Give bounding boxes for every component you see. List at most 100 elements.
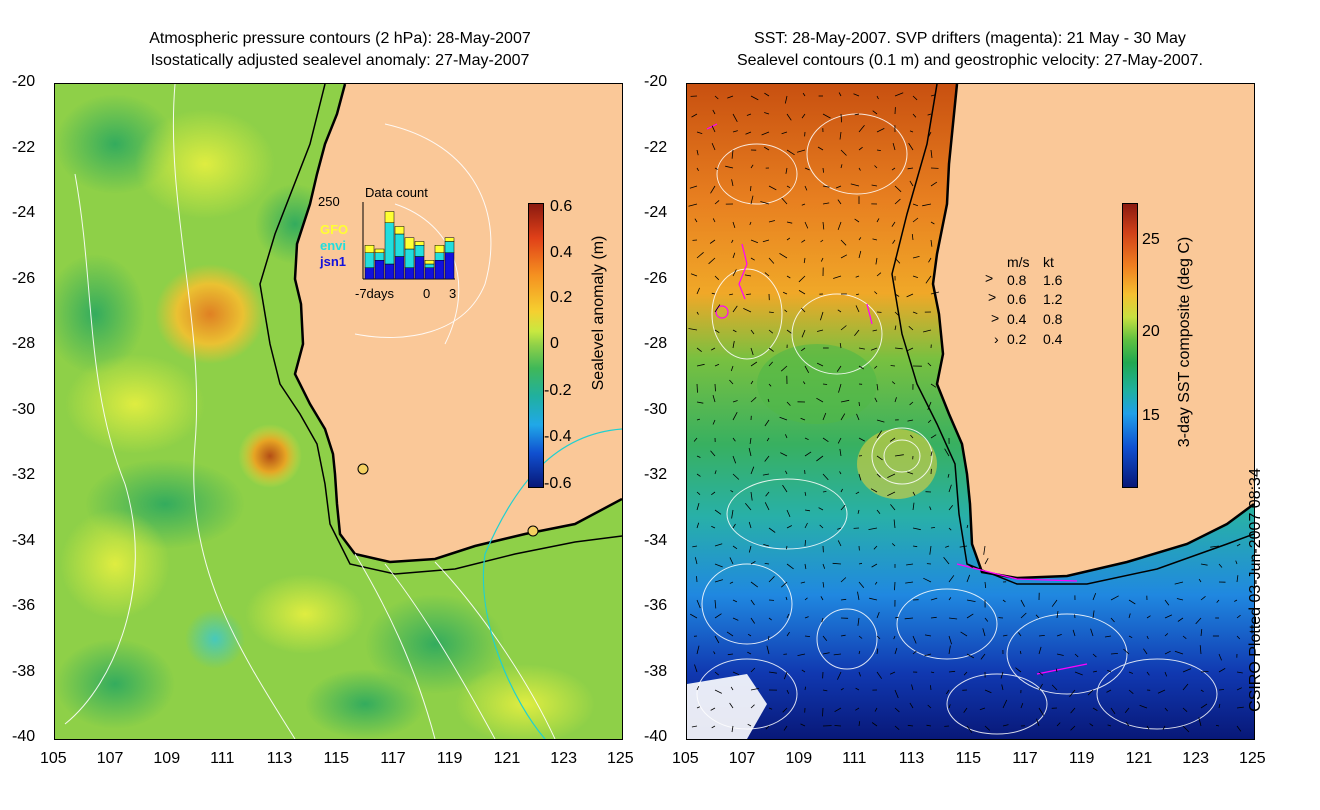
inset-bar-gfo xyxy=(414,241,425,246)
velocity-arrow xyxy=(750,397,757,403)
right-y-tick: -38 xyxy=(644,662,668,680)
velocity-arrow xyxy=(786,401,791,406)
velocity-arrow xyxy=(840,488,843,493)
left-y-tick: -24 xyxy=(12,204,36,221)
velocity-arrow xyxy=(876,455,883,461)
velocity-arrow xyxy=(764,112,770,115)
velocity-arrow xyxy=(894,92,904,97)
inset-bar-gfo xyxy=(374,248,385,253)
velocity-arrow xyxy=(927,401,932,411)
velocity-arrow xyxy=(714,275,720,281)
velocity-arrow xyxy=(1000,671,1004,679)
velocity-arrow xyxy=(840,504,846,511)
velocity-arrow xyxy=(876,128,885,133)
velocity-arrow xyxy=(1110,653,1118,655)
velocity-arrow-icon: > xyxy=(985,270,994,286)
velocity-arrow xyxy=(822,707,824,717)
velocity-arrow xyxy=(694,557,698,565)
velocity-arrow xyxy=(1218,689,1225,691)
velocity-arrow xyxy=(853,93,860,97)
credit-text: CSIRO Plotted 03-Jun-2007 08:34 xyxy=(1247,468,1264,712)
velocity-arrow xyxy=(711,491,716,496)
right-x-tick: 121 xyxy=(1125,750,1153,767)
velocity-arrow xyxy=(780,365,788,372)
velocity-arrow xyxy=(874,291,878,295)
velocity-arrow xyxy=(786,509,791,518)
velocity-arrow xyxy=(855,275,860,278)
inset-bar-envi xyxy=(374,252,385,261)
velocity-arrow xyxy=(839,131,842,140)
velocity-arrow xyxy=(784,95,788,104)
velocity-arrow xyxy=(712,419,716,425)
velocity-arrow xyxy=(727,653,734,656)
velocity-arrow xyxy=(894,647,898,655)
velocity-arrow xyxy=(750,466,755,475)
velocity-arrow xyxy=(768,527,776,533)
velocity-arrow xyxy=(837,221,842,231)
velocity-arrow xyxy=(855,707,860,711)
left-y-tick: -32 xyxy=(12,466,36,483)
velocity-arrow xyxy=(804,509,811,512)
velocity-arrow xyxy=(963,671,968,676)
velocity-arrow xyxy=(781,581,788,588)
velocity-arrow xyxy=(822,563,826,569)
velocity-arrow xyxy=(840,254,848,259)
velocity-arrow xyxy=(834,707,842,713)
velocity-arrow xyxy=(696,131,703,134)
left-x-tick: 119 xyxy=(436,750,463,767)
velocity-arrow xyxy=(1123,648,1130,655)
velocity-arrow xyxy=(1092,670,1097,673)
sst-map xyxy=(686,83,1255,740)
velocity-arrow xyxy=(876,95,879,100)
velocity-arrow xyxy=(837,527,842,530)
velocity-arrow xyxy=(750,347,754,356)
velocity-arrow xyxy=(765,491,770,497)
right-y-tick: -26 xyxy=(644,269,668,287)
velocity-arrow xyxy=(894,257,901,264)
velocity-arrow xyxy=(798,290,806,295)
velocity-arrow xyxy=(762,473,770,476)
velocity-arrow xyxy=(786,185,791,189)
velocity-arrow xyxy=(984,725,991,731)
velocity-arrow xyxy=(817,146,824,151)
velocity-arrow xyxy=(732,340,735,349)
velocity-arrow xyxy=(804,491,807,496)
velocity-arrow xyxy=(1236,635,1241,640)
velocity-arrow xyxy=(925,275,932,284)
velocity-arrow xyxy=(694,218,698,223)
velocity-arrow xyxy=(1182,683,1189,691)
left-y-tick: -22 xyxy=(12,138,36,156)
velocity-arrow xyxy=(1236,725,1242,732)
velocity-arrow xyxy=(786,631,790,637)
left-title: Atmospheric pressure contours (2 hPa): 2… xyxy=(40,28,640,72)
velocity-arrow xyxy=(783,725,788,731)
velocity-arrow xyxy=(930,221,935,225)
velocity-arrow xyxy=(1236,575,1239,583)
velocity-arrow xyxy=(747,723,752,727)
velocity-arrow xyxy=(1051,599,1058,607)
velocity-arrow xyxy=(696,251,704,259)
velocity-arrow xyxy=(858,635,863,639)
inset-x-start: -7days xyxy=(355,286,395,301)
velocity-arrow xyxy=(1128,635,1133,639)
velocity-arrow xyxy=(768,635,770,641)
left-x-tick: 109 xyxy=(153,750,181,767)
velocity-arrow xyxy=(906,563,914,566)
velocity-arrow xyxy=(840,688,844,691)
velocity-arrow xyxy=(944,448,950,457)
velocity-arrow xyxy=(1002,699,1008,709)
velocity-arrow xyxy=(928,131,932,137)
velocity-arrow xyxy=(696,418,701,421)
velocity-arrow xyxy=(928,257,932,263)
velocity-arrow xyxy=(712,394,716,403)
velocity-arrow xyxy=(696,401,704,404)
velocity-arrow xyxy=(1110,617,1115,623)
velocity-arrow xyxy=(858,146,863,151)
velocity-arrow xyxy=(876,218,880,223)
inset-bar-gfo xyxy=(364,245,375,253)
velocity-arrow xyxy=(750,164,754,169)
right-y-tick: -40 xyxy=(644,728,668,745)
velocity-arrow xyxy=(923,577,932,583)
velocity-arrow xyxy=(1143,648,1148,655)
velocity-arrow xyxy=(876,611,880,619)
